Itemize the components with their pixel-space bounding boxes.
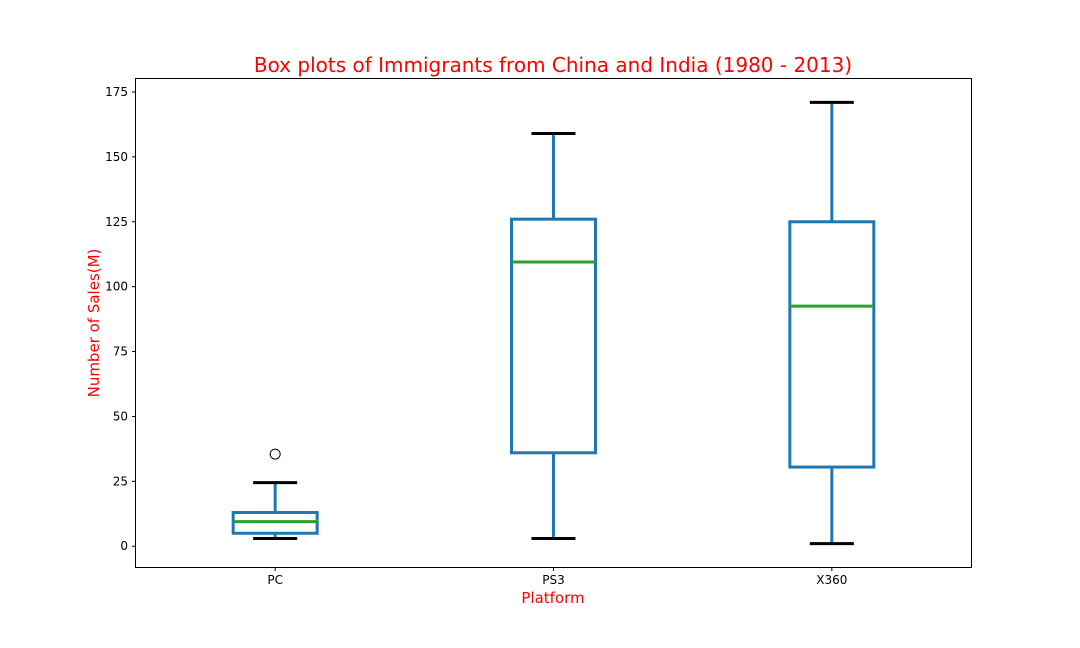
outlier-point (269, 448, 281, 460)
y-tick-label: 0 (120, 539, 128, 553)
box-x360 (788, 100, 876, 546)
y-tick-label: 50 (113, 409, 128, 423)
x-tick-label: X360 (816, 573, 847, 587)
y-tick-label: 175 (105, 85, 128, 99)
x-tick-label: PS3 (542, 573, 565, 587)
iqr-box (788, 220, 876, 469)
y-tick-label: 125 (105, 215, 128, 229)
x-tick-label: PC (267, 573, 283, 587)
y-tick-label: 100 (105, 280, 128, 294)
box-pc (231, 448, 319, 540)
box-ps3 (510, 132, 597, 540)
y-tick-label: 25 (113, 474, 128, 488)
chart-title: Box plots of Immigrants from China and I… (254, 53, 852, 77)
y-tick-label: 75 (113, 345, 128, 359)
x-axis-label: Platform (521, 589, 584, 607)
y-axis: 0 25 50 75 100 125 150 175 (105, 85, 136, 553)
y-tick-label: 150 (105, 150, 128, 164)
y-axis-label: Number of Sales(M) (85, 249, 103, 398)
iqr-box (510, 217, 597, 455)
x-axis: PC PS3 X360 (267, 567, 847, 587)
boxes (231, 100, 876, 546)
